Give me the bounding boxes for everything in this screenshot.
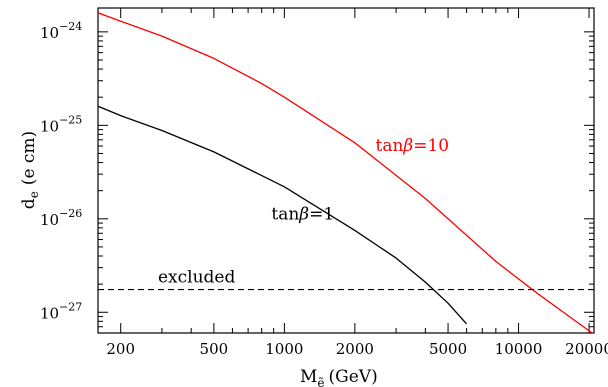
x-tick-label: 5000	[429, 340, 467, 358]
annotation-tanb1: tanβ=1	[271, 205, 334, 225]
x-axis-label: Mẽ (GeV)	[300, 367, 378, 387]
x-axis-label-sub: ẽ	[317, 376, 324, 387]
annotation-tanb10: tanβ=10	[376, 136, 450, 156]
x-tick-label: 2000	[336, 340, 374, 358]
y-tick-label: 10−24	[40, 20, 82, 42]
curve-annotations: tanβ=10 tanβ=1	[271, 136, 449, 225]
excluded-label: excluded	[158, 268, 235, 288]
plot-frame	[97, 7, 595, 334]
series-line-tanb10	[98, 12, 594, 333]
y-tick-label: 10−27	[40, 300, 82, 322]
excluded-reference: excluded	[98, 268, 594, 291]
y-tick-label: 10−25	[40, 113, 82, 135]
y-tick-label: 10−26	[40, 207, 82, 229]
tick-labels: 200 500 1000 2000 5000 10000 20000 10−24 10−25 10…	[40, 20, 608, 358]
y-axis-label: de(e cm)	[19, 131, 41, 209]
axis-ticks	[98, 8, 594, 334]
x-tick-label: 20000	[565, 340, 608, 358]
x-tick-label: 200	[106, 340, 135, 358]
x-tick-label: 500	[200, 340, 229, 358]
x-tick-label: 10000	[495, 340, 543, 358]
y-axis-label-sub: e	[27, 191, 41, 198]
x-tick-label: 1000	[265, 340, 303, 358]
